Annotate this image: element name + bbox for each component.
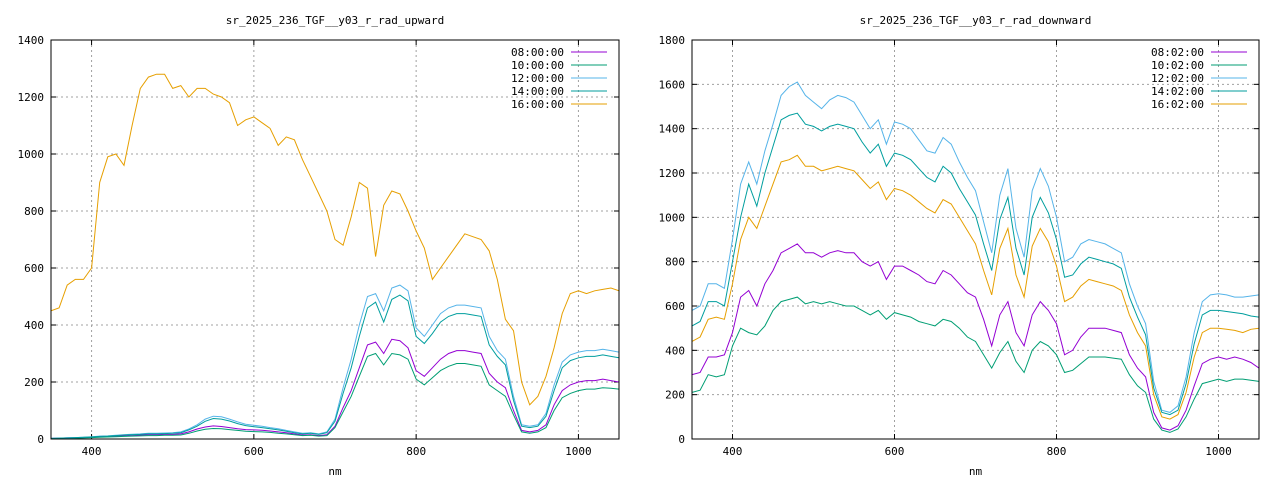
x-tick-label: 800 xyxy=(406,445,426,458)
series-line-160000 xyxy=(51,73,619,406)
series-line-140200 xyxy=(692,112,1259,416)
x-tick-label: 400 xyxy=(82,445,102,458)
legend-label: 08:00:00 xyxy=(511,46,564,59)
chart-title: sr_2025_236_TGF__y03_r_rad_upward xyxy=(226,14,445,27)
y-tick-label: 600 xyxy=(24,262,44,275)
chart-panel-2: 400 600 800 1000 0 200 400 600 800 1000 1200 1400 16… xyxy=(659,14,1260,478)
y-tick-label: 800 xyxy=(24,205,44,218)
y-tick-label: 0 xyxy=(678,433,685,446)
legend-label: 12:02:00 xyxy=(1151,72,1204,85)
series-line-120000 xyxy=(51,284,619,439)
legend-label: 14:00:00 xyxy=(511,85,564,98)
series-line-100200 xyxy=(692,296,1259,433)
y-tick-label: 400 xyxy=(665,344,685,357)
legend-label: 16:02:00 xyxy=(1151,98,1204,111)
y-tick-label: 1200 xyxy=(18,91,45,104)
y-tick-label: 1400 xyxy=(659,123,686,136)
legend-label: 10:02:00 xyxy=(1151,59,1204,72)
series-line-160200 xyxy=(692,154,1259,420)
y-tick-label: 400 xyxy=(24,319,44,332)
y-tick-label: 1000 xyxy=(18,148,45,161)
plot-frame xyxy=(50,39,620,440)
x-tick-label: 600 xyxy=(885,445,905,458)
legend-label: 10:00:00 xyxy=(511,59,564,72)
chart-title: sr_2025_236_TGF__y03_r_rad_downward xyxy=(860,14,1092,27)
y-tick-label: 600 xyxy=(665,300,685,313)
y-tick-label: 1600 xyxy=(659,78,686,91)
series-line-120200 xyxy=(692,81,1259,413)
series-line-080000 xyxy=(51,338,619,439)
y-tick-label: 1000 xyxy=(659,211,686,224)
legend-label: 08:02:00 xyxy=(1151,46,1204,59)
y-tick-label: 200 xyxy=(24,376,44,389)
y-tick-label: 200 xyxy=(665,389,685,402)
legend-label: 12:00:00 xyxy=(511,72,564,85)
x-tick-label: 600 xyxy=(244,445,264,458)
series-line-100000 xyxy=(51,352,619,439)
x-axis-label: nm xyxy=(969,465,983,478)
x-axis-label: nm xyxy=(328,465,342,478)
chart-panel-1: 400 600 800 1000 0 200 400 600 800 1000 1200 1400 sr… xyxy=(18,14,620,478)
x-tick-label: 1000 xyxy=(1205,445,1232,458)
y-tick-label: 1200 xyxy=(659,167,686,180)
legend-label: 16:00:00 xyxy=(511,98,564,111)
plot-frame xyxy=(691,39,1260,440)
x-tick-label: 800 xyxy=(1047,445,1067,458)
y-tick-label: 1400 xyxy=(18,34,45,47)
y-tick-label: 0 xyxy=(37,433,44,446)
y-tick-label: 1800 xyxy=(659,34,686,47)
y-tick-label: 800 xyxy=(665,256,685,269)
series-line-140000 xyxy=(51,294,619,439)
legend-label: 14:02:00 xyxy=(1151,85,1204,98)
series-line-080200 xyxy=(692,243,1259,431)
x-tick-label: 1000 xyxy=(565,445,592,458)
x-tick-label: 400 xyxy=(723,445,743,458)
